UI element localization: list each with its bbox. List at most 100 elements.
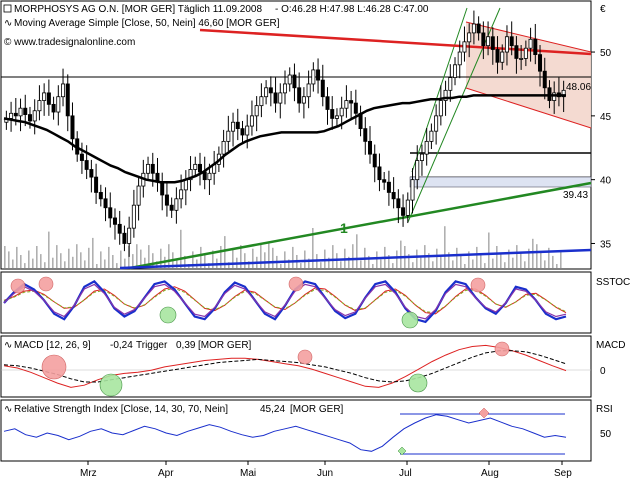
price-y-tick: 40 bbox=[600, 176, 612, 187]
candle-body bbox=[188, 169, 193, 181]
volume-bar bbox=[48, 231, 50, 268]
volume-bar bbox=[444, 226, 446, 268]
candle-body bbox=[330, 109, 335, 119]
candle-body bbox=[538, 54, 543, 72]
rsi-value: 45,24 bbox=[260, 404, 285, 415]
x-tick-label: Jul bbox=[399, 468, 412, 479]
candle-body bbox=[405, 199, 410, 216]
candle-body bbox=[56, 96, 61, 113]
volume-bar bbox=[32, 258, 34, 268]
volume-bar bbox=[524, 261, 526, 268]
volume-bar bbox=[476, 246, 478, 268]
candle-body bbox=[282, 83, 287, 94]
candle-body bbox=[117, 223, 122, 234]
volume-bar bbox=[488, 232, 490, 268]
macd-trigger-value: 0,39 bbox=[176, 340, 196, 351]
candle-body bbox=[490, 36, 495, 50]
candle-body bbox=[174, 198, 179, 211]
price-y-tick: 50 bbox=[600, 48, 612, 59]
volume-bar bbox=[308, 258, 310, 268]
candle-body bbox=[363, 128, 368, 142]
volume-bar bbox=[140, 249, 142, 268]
candle-body bbox=[533, 38, 538, 55]
candle-body bbox=[193, 163, 198, 170]
candle-body bbox=[231, 121, 236, 132]
volume-bar bbox=[500, 254, 502, 268]
candle-body bbox=[528, 38, 533, 49]
volume-bar bbox=[200, 246, 202, 268]
candle-body bbox=[311, 69, 316, 85]
volume-bar bbox=[196, 259, 198, 268]
candle-body bbox=[372, 153, 377, 168]
candle-body bbox=[207, 172, 212, 181]
candle-body bbox=[89, 169, 94, 178]
volume-bar bbox=[548, 247, 550, 268]
ma-legend-icon: ∿ bbox=[4, 18, 12, 29]
candle-body bbox=[368, 140, 373, 155]
candle-body bbox=[349, 100, 354, 104]
candle-body bbox=[23, 107, 28, 115]
x-tick-label: Mrz bbox=[80, 468, 97, 479]
macd-trigger-line bbox=[3, 350, 567, 383]
volume-bar bbox=[180, 229, 182, 268]
volume-bar bbox=[20, 255, 22, 268]
volume-bar bbox=[144, 257, 146, 268]
volume-bar bbox=[88, 247, 90, 268]
candle-body bbox=[221, 140, 226, 155]
candle-body bbox=[226, 130, 231, 142]
volume-bar bbox=[468, 251, 470, 268]
volume-bar bbox=[124, 258, 126, 268]
candle-body bbox=[9, 112, 14, 119]
macd-line bbox=[3, 344, 567, 388]
candle-body bbox=[462, 41, 467, 53]
volume-bar bbox=[464, 264, 466, 268]
candle-body bbox=[339, 107, 344, 117]
candle-body bbox=[514, 45, 519, 59]
volume-bar bbox=[356, 234, 358, 268]
volume-bar bbox=[304, 250, 306, 268]
candle-body bbox=[240, 128, 245, 136]
candle-body bbox=[164, 194, 169, 206]
candle-body bbox=[410, 179, 415, 201]
candle-body bbox=[65, 83, 70, 117]
header-checkbox[interactable] bbox=[3, 4, 12, 13]
volume-bar bbox=[516, 245, 518, 268]
sstoc-slow-green bbox=[3, 287, 567, 314]
rsi-legend-icon: ∿ bbox=[4, 404, 12, 415]
volume-bar bbox=[4, 246, 6, 268]
candle-body bbox=[84, 160, 89, 170]
volume-bar bbox=[76, 244, 78, 268]
candle-body bbox=[169, 204, 174, 211]
volume-bar bbox=[556, 264, 558, 268]
price-y-tick: 45 bbox=[600, 112, 612, 123]
candle-body bbox=[245, 125, 250, 136]
volume-bar bbox=[380, 259, 382, 268]
volume-bar bbox=[176, 260, 178, 268]
volume-bar bbox=[360, 260, 362, 268]
volume-bar bbox=[408, 254, 410, 268]
candle-body bbox=[131, 204, 136, 229]
volume-bar bbox=[108, 246, 110, 268]
candle-body bbox=[419, 153, 424, 161]
macd-value: -0,24 bbox=[110, 340, 133, 351]
volume-bar bbox=[64, 261, 66, 268]
candle-body bbox=[122, 232, 127, 244]
volume-bar bbox=[264, 252, 266, 268]
volume-bar bbox=[428, 253, 430, 268]
x-tick-label: Aug bbox=[481, 468, 499, 479]
red-channel-upper bbox=[465, 21, 592, 53]
candle-body bbox=[70, 115, 75, 140]
candle-body bbox=[42, 92, 47, 101]
sstoc-fast-purple bbox=[3, 283, 567, 320]
candle-body bbox=[377, 166, 382, 181]
volume-bar bbox=[480, 255, 482, 268]
candle-body bbox=[448, 77, 453, 91]
candle-body bbox=[320, 79, 325, 98]
candle-body bbox=[273, 92, 278, 104]
blue-trend-line bbox=[119, 248, 592, 270]
volume-bar bbox=[324, 249, 326, 268]
macd-label: MACD bbox=[596, 340, 625, 351]
volume-bar bbox=[148, 245, 150, 268]
rsi-line bbox=[3, 414, 567, 452]
